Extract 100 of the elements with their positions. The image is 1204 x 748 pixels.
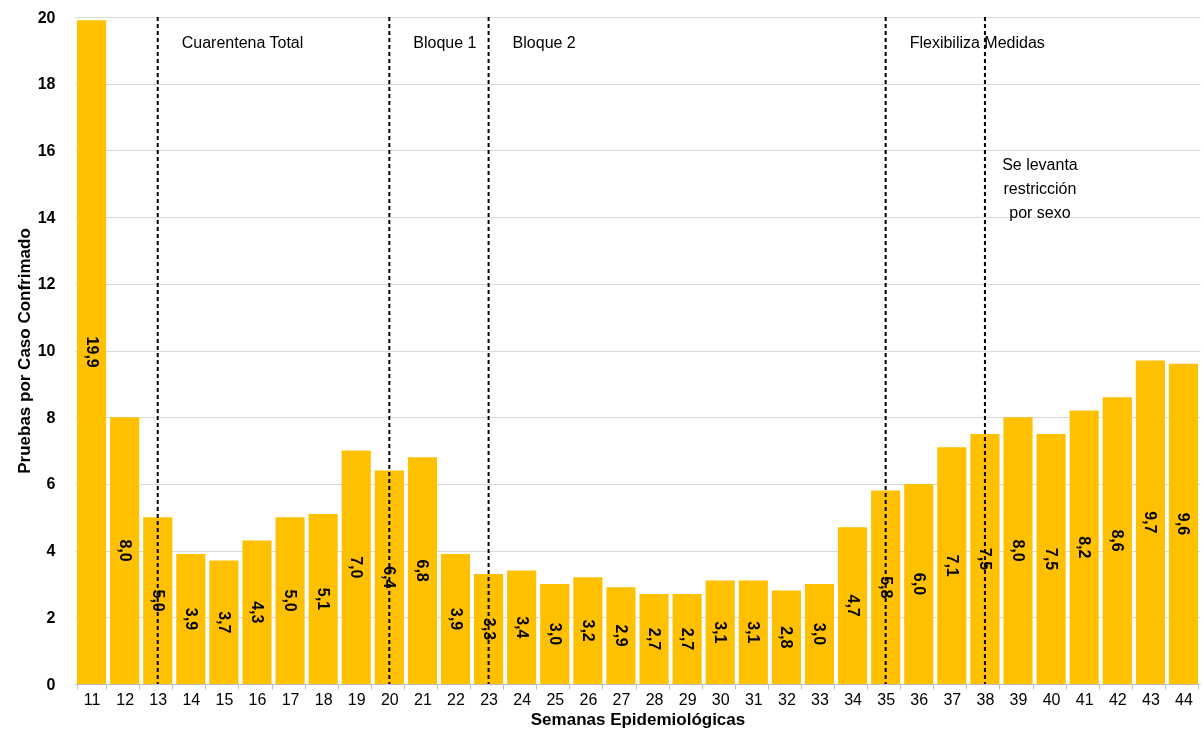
- data-label: 8,6: [1109, 529, 1127, 552]
- x-tick-label: 37: [943, 690, 962, 708]
- x-tick-label: 24: [513, 690, 532, 708]
- x-tick-label: 36: [910, 690, 929, 708]
- data-label: 6,8: [414, 559, 432, 582]
- bar: [176, 553, 206, 684]
- x-tick-label: 35: [877, 690, 896, 708]
- x-tick-label: 31: [744, 690, 763, 708]
- y-tick-label: 14: [37, 208, 56, 226]
- data-label: 3,2: [579, 619, 597, 642]
- data-label: 5,1: [315, 587, 333, 611]
- data-label: 3,7: [215, 611, 233, 634]
- x-tick-label: 19: [347, 690, 366, 708]
- data-label: 7,5: [1043, 547, 1061, 571]
- x-tick-label: 21: [414, 690, 432, 708]
- data-label: 4,3: [248, 601, 266, 624]
- y-tick-label: 2: [46, 608, 56, 626]
- y-tick-label: 0: [46, 675, 56, 693]
- data-label: 3,3: [480, 617, 498, 641]
- x-tick-label: 33: [811, 690, 829, 708]
- x-tick-label: 22: [447, 690, 466, 708]
- bar: [672, 593, 702, 684]
- bar: [606, 587, 636, 684]
- bar: [110, 417, 140, 684]
- y-tick-label: 12: [37, 275, 56, 293]
- data-label: 5,0: [149, 589, 167, 612]
- x-tick-label: 43: [1141, 690, 1160, 708]
- y-axis-title: Pruebas por Caso Confrimado: [14, 228, 34, 474]
- x-tick-label: 42: [1108, 690, 1127, 708]
- data-label: 7,1: [943, 554, 961, 577]
- y-tick-label: 20: [37, 8, 56, 26]
- bar: [904, 483, 934, 684]
- data-label: 3,9: [182, 607, 200, 631]
- data-label: 3,0: [811, 622, 829, 646]
- x-axis-title: Semanas Epidemiológicas: [530, 709, 746, 729]
- data-label: 3,1: [712, 621, 730, 644]
- data-label: 2,7: [646, 627, 664, 651]
- x-tick-label: 39: [1009, 690, 1028, 708]
- ref-line-label: Bloque 1: [413, 34, 477, 51]
- x-tick-label: 26: [579, 690, 598, 708]
- x-tick-label: 28: [645, 690, 664, 708]
- bar: [440, 553, 471, 684]
- data-label: 2,8: [778, 626, 796, 649]
- x-tick-label: 20: [380, 690, 399, 708]
- y-tick-label: 10: [37, 342, 56, 359]
- y-tick-label: 4: [46, 542, 56, 560]
- bar: [838, 527, 868, 684]
- bar: [1036, 433, 1066, 684]
- y-tick-label: 8: [46, 408, 56, 426]
- x-tick-label: 41: [1075, 690, 1094, 708]
- bar: [1069, 410, 1099, 684]
- ref-line-label: Flexibiliza Medidas: [909, 34, 1045, 51]
- bar: [1102, 397, 1132, 684]
- data-label: 8,2: [1076, 536, 1094, 559]
- x-tick-label: 40: [1042, 690, 1061, 708]
- x-tick-label: 11: [83, 690, 101, 708]
- bar: [1168, 363, 1199, 684]
- bar: [242, 540, 272, 684]
- x-tick-label: 13: [149, 690, 168, 708]
- data-label: 19,9: [83, 336, 101, 368]
- bar: [76, 20, 107, 684]
- x-tick-label: 32: [778, 690, 796, 708]
- x-tick-label: 18: [314, 690, 333, 708]
- data-label: 5,0: [282, 589, 300, 612]
- data-label: 3,9: [447, 607, 465, 631]
- ref-line-label: Bloque 2: [512, 34, 576, 51]
- bar: [1135, 360, 1165, 684]
- data-label: 5,8: [877, 576, 895, 599]
- bar: [804, 583, 835, 684]
- bar: [143, 517, 173, 684]
- x-tick-label: 30: [711, 690, 730, 708]
- y-tick-label: 18: [37, 75, 56, 93]
- bar: [474, 573, 504, 684]
- x-tick-label: 27: [612, 690, 631, 708]
- bar: [771, 590, 801, 684]
- x-tick-label: 44: [1175, 690, 1193, 708]
- bar: [738, 580, 768, 684]
- x-tick-label: 17: [281, 690, 300, 708]
- bar: [209, 560, 239, 684]
- x-tick-label: 16: [248, 690, 267, 708]
- data-label: 2,9: [612, 624, 630, 647]
- x-tick-label: 25: [546, 690, 565, 708]
- ref-line-label: Se levanta restricción por sexo: [1002, 156, 1078, 221]
- data-label: 7,5: [976, 547, 994, 571]
- bar: [639, 593, 669, 684]
- data-label: 3,1: [745, 621, 763, 644]
- bar: [970, 433, 1000, 684]
- bar: [507, 570, 537, 684]
- bar: [705, 580, 735, 684]
- data-label: 9,7: [1142, 511, 1160, 534]
- bar: [573, 577, 603, 684]
- bar: [540, 583, 570, 684]
- data-label: 7,0: [348, 556, 366, 579]
- y-tick-label: 16: [37, 141, 56, 159]
- data-label: 6,4: [381, 566, 399, 589]
- x-tick-label: 15: [215, 690, 234, 708]
- x-tick-label: 14: [182, 690, 201, 708]
- ref-line-label: Cuarentena Total: [181, 34, 304, 51]
- data-label: 3,4: [513, 616, 531, 639]
- bar: [341, 450, 371, 684]
